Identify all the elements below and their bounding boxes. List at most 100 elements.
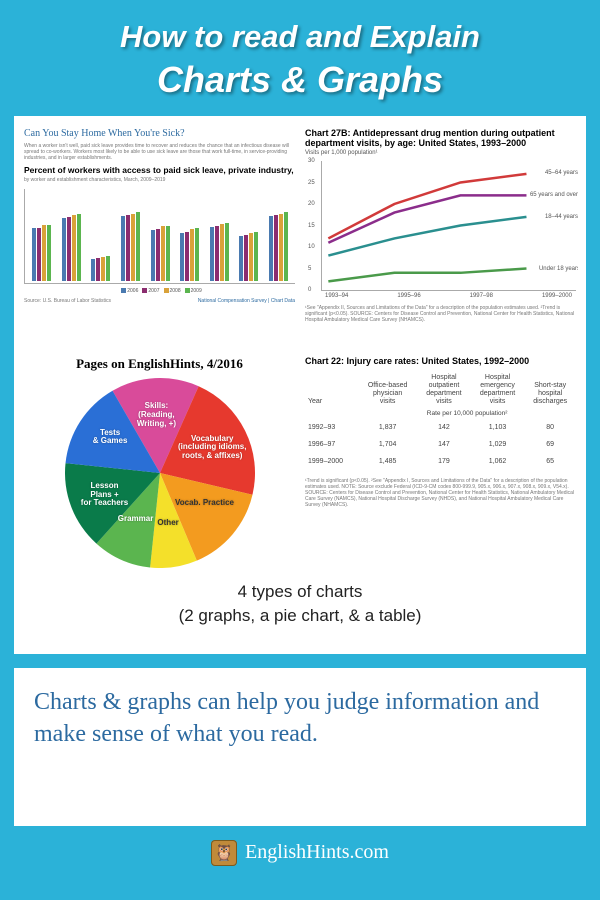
- bar-group: [59, 189, 85, 281]
- table-cell: 142: [417, 419, 471, 436]
- ytick: 30: [308, 158, 315, 164]
- line-ylabel: Visits per 1,000 population¹: [305, 150, 576, 158]
- bar: [151, 230, 155, 281]
- bar: [136, 212, 140, 281]
- table-cell: 179: [417, 453, 471, 470]
- bar: [126, 215, 130, 280]
- series-line: [328, 269, 526, 282]
- bar-plot-area: [24, 189, 295, 284]
- bar-group: [118, 189, 144, 281]
- bar-chart-heading: Can You Stay Home When You're Sick?: [24, 128, 295, 139]
- pie-chart: Pages on EnglishHints, 4/2016 Skills:(Re…: [22, 350, 297, 570]
- bar: [62, 218, 66, 281]
- bar: [239, 236, 243, 281]
- table-body: 1992–931,8371421,103801996–971,7041471,0…: [305, 419, 576, 470]
- legend-swatch: [142, 288, 147, 293]
- legend-label: 2006: [127, 288, 138, 294]
- bar: [269, 216, 273, 280]
- legend-swatch: [164, 288, 169, 293]
- line-chart: Chart 27B: Antidepressant drug mention d…: [303, 124, 578, 344]
- bar-group: [177, 189, 203, 281]
- table-row: 1992–931,8371421,10380: [305, 419, 576, 436]
- bar: [210, 227, 214, 280]
- line-xticks: 1993–941995–961997–981999–2000: [321, 293, 576, 299]
- table-cell: 1,103: [471, 419, 525, 436]
- bar: [244, 235, 248, 281]
- page-header: How to read and Explain Charts & Graphs: [0, 0, 600, 116]
- bar: [274, 215, 278, 280]
- line-svg: [322, 161, 576, 290]
- line-plot-area: 05101520253045–64 years²65 years and ove…: [321, 161, 576, 291]
- table-title: Chart 22: Injury care rates: United Stat…: [305, 356, 576, 366]
- bar: [215, 226, 219, 280]
- table-cell: 147: [417, 436, 471, 453]
- text-panel: Charts & graphs can help you judge infor…: [14, 668, 586, 826]
- series-label: Under 18 years: [539, 266, 578, 272]
- legend-label: 2007: [148, 288, 159, 294]
- bar-chart-subtitle: by worker and establishment characterist…: [24, 177, 295, 183]
- bar: [190, 229, 194, 281]
- bar: [254, 232, 258, 281]
- series-label: 45–64 years²: [545, 170, 578, 176]
- xtick: 1999–2000: [542, 293, 572, 299]
- table-col-header: Short-stayhospitaldischarges: [524, 372, 576, 408]
- rate-header: Rate per 10,000 population²: [358, 408, 576, 419]
- table-cell: 80: [524, 419, 576, 436]
- bar: [47, 225, 51, 281]
- bar-group: [147, 189, 173, 281]
- page-title: How to read and Explain Charts & Graphs: [10, 18, 590, 102]
- table-row: 1996–971,7041471,02969: [305, 436, 576, 453]
- bar-group: [88, 189, 114, 281]
- bar: [156, 229, 160, 281]
- ytick: 10: [308, 244, 315, 250]
- table-col-header: Year: [305, 372, 358, 408]
- bar: [284, 212, 288, 281]
- bar-source: Source: U.S. Bureau of Labor Statistics …: [24, 298, 295, 304]
- bar: [72, 215, 76, 281]
- table-col-header: Hospitaloutpatientdepartmentvisits: [417, 372, 471, 408]
- pie-label: LessonPlans +for Teachers: [67, 482, 143, 508]
- ytick: 0: [308, 287, 311, 293]
- line-chart-title: Chart 27B: Antidepressant drug mention d…: [305, 128, 576, 148]
- data-table: Chart 22: Injury care rates: United Stat…: [303, 350, 578, 570]
- footer-text: EnglishHints.com: [245, 841, 389, 864]
- bar: [32, 228, 36, 280]
- bar-chart: Can You Stay Home When You're Sick? When…: [22, 124, 297, 344]
- bar-group: [29, 189, 55, 281]
- bar: [185, 232, 189, 281]
- pie-label: Skills:(Reading,Writing, +): [118, 402, 194, 428]
- table-cell: 1,062: [471, 453, 525, 470]
- bar-legend: 2006 2007 2008 2009: [24, 288, 295, 294]
- legend-swatch: [185, 288, 190, 293]
- table-row: 1999–20001,4851791,06265: [305, 453, 576, 470]
- charts-panel: Can You Stay Home When You're Sick? When…: [14, 116, 586, 654]
- bar: [220, 224, 224, 281]
- bar-chart-blurb: When a worker isn't well, paid sick leav…: [24, 143, 295, 161]
- pie-wrap: Skills:(Reading,Writing, +)Vocabulary(in…: [65, 378, 255, 568]
- table-col-header: Office-basedphysicianvisits: [358, 372, 417, 408]
- bar-chart-title: Percent of workers with access to paid s…: [24, 165, 295, 175]
- bar: [67, 217, 71, 280]
- bar: [180, 233, 184, 281]
- pie-title: Pages on EnglishHints, 4/2016: [24, 356, 295, 372]
- ytick: 5: [308, 266, 311, 272]
- pie-label: Grammar: [98, 515, 174, 524]
- bar-group: [266, 189, 292, 281]
- ytick: 15: [308, 223, 315, 229]
- bar: [161, 226, 165, 280]
- legend-label: 2009: [191, 288, 202, 294]
- bar: [249, 233, 253, 281]
- bar: [91, 259, 95, 281]
- table-cell: 1,704: [358, 436, 417, 453]
- title-line-1: How to read and Explain: [120, 19, 480, 54]
- legend-label: 2008: [170, 288, 181, 294]
- table-cell: 65: [524, 453, 576, 470]
- xtick: 1995–96: [397, 293, 420, 299]
- bar: [225, 223, 229, 281]
- title-line-2: Charts & Graphs: [157, 59, 443, 100]
- series-label: 18–44 years²: [545, 214, 578, 220]
- table-cell: 1,837: [358, 419, 417, 436]
- caption-l1: 4 types of charts: [238, 582, 363, 601]
- legend-swatch: [121, 288, 126, 293]
- bar: [101, 257, 105, 281]
